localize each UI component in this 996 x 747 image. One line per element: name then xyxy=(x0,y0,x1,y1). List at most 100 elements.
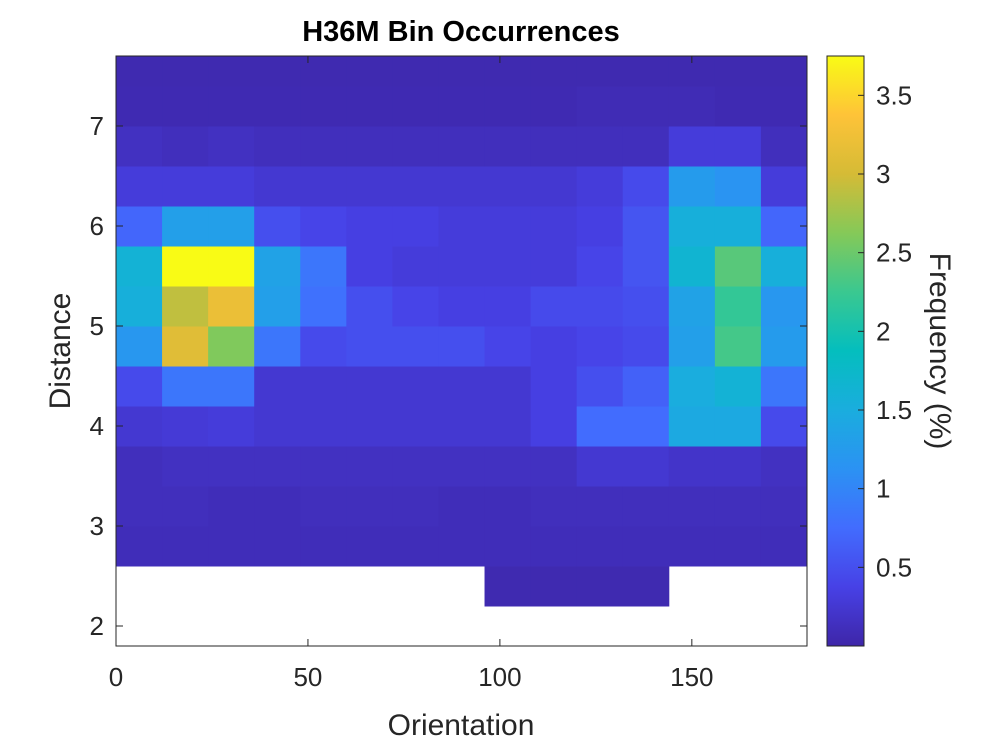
heatmap-cell xyxy=(530,446,578,487)
heatmap-cell xyxy=(392,166,439,207)
heatmap-cell xyxy=(622,326,670,367)
heatmap-cell xyxy=(254,206,301,247)
heatmap-cell xyxy=(208,406,255,447)
heatmap-cell xyxy=(300,126,347,167)
heatmap-cell xyxy=(346,56,393,87)
heatmap-cell xyxy=(714,406,762,447)
heatmap-cell xyxy=(208,86,255,127)
heatmap-cell xyxy=(530,206,578,247)
y-axis-label: Distance xyxy=(44,293,77,410)
heatmap-cell xyxy=(346,326,393,367)
heatmap-cell xyxy=(208,326,255,367)
heatmap-cell xyxy=(162,286,209,327)
heatmap-cell xyxy=(668,406,716,447)
heatmap-cell xyxy=(300,406,347,447)
heatmap-cell xyxy=(438,326,486,367)
colorbar-tick-label: 3.5 xyxy=(876,80,912,110)
heatmap-cell xyxy=(116,246,163,287)
heatmap-cell xyxy=(208,206,255,247)
heatmap-cell xyxy=(208,126,255,167)
heatmap-cell xyxy=(438,56,486,87)
heatmap-cell xyxy=(208,526,255,567)
heatmap-cell xyxy=(622,486,670,527)
heatmap-cell xyxy=(714,86,762,127)
heatmap-cell xyxy=(162,246,209,287)
heatmap-cell xyxy=(760,446,808,487)
heatmap-cell xyxy=(760,56,808,87)
heatmap-cell xyxy=(392,326,439,367)
heatmap-cell xyxy=(438,486,486,527)
heatmap-cell xyxy=(116,486,163,527)
heatmap-cell xyxy=(346,166,393,207)
heatmap-cell xyxy=(760,286,808,327)
heatmap-cell xyxy=(116,206,163,247)
heatmap-cell xyxy=(392,286,439,327)
heatmap-cell xyxy=(438,366,486,407)
colorbar-tick-label: 1 xyxy=(876,474,890,504)
heatmap-cell xyxy=(484,366,532,407)
heatmap-cell xyxy=(760,326,808,367)
heatmap-cell xyxy=(668,326,716,367)
heatmap-cell xyxy=(116,126,163,167)
heatmap-cell xyxy=(116,446,163,487)
heatmap-cell xyxy=(346,126,393,167)
heatmap-cell xyxy=(438,526,486,567)
heatmap-cell xyxy=(392,446,439,487)
heatmap-cell xyxy=(714,286,762,327)
heatmap-cell xyxy=(622,86,670,127)
heatmap-cell xyxy=(438,446,486,487)
heatmap-cell xyxy=(714,206,762,247)
heatmap-cell xyxy=(622,366,670,407)
heatmap-cell xyxy=(530,486,578,527)
heatmap-cell xyxy=(346,366,393,407)
colorbar-ticks: 0.5 1 1.5 2 2.5 3 3.5 xyxy=(858,80,912,582)
heatmap-cell xyxy=(300,86,347,127)
heatmap-cell xyxy=(668,446,716,487)
heatmap-cell xyxy=(622,446,670,487)
y-tick-label: 6 xyxy=(90,211,104,241)
heatmap-cell xyxy=(300,326,347,367)
heatmap-cell xyxy=(484,446,532,487)
heatmap-cell xyxy=(576,446,624,487)
heatmap-cell xyxy=(484,486,532,527)
heatmap-cell xyxy=(760,406,808,447)
heatmap-cell xyxy=(300,206,347,247)
heatmap-cell xyxy=(576,86,624,127)
heatmap-cell xyxy=(576,56,624,87)
colorbar xyxy=(827,56,864,646)
heatmap-cell xyxy=(346,446,393,487)
heatmap-cell xyxy=(392,526,439,567)
y-tick-label: 4 xyxy=(90,411,104,441)
heatmap-cell xyxy=(622,56,670,87)
heatmap-cell xyxy=(576,286,624,327)
heatmap-cell xyxy=(300,166,347,207)
heatmap-cell xyxy=(162,526,209,567)
heatmap-cell xyxy=(484,526,532,567)
colorbar-tick-label: 2 xyxy=(876,316,890,346)
heatmap-cell xyxy=(162,486,209,527)
heatmap-cell xyxy=(208,286,255,327)
heatmap-cell xyxy=(438,126,486,167)
heatmap-cell xyxy=(346,206,393,247)
heatmap-cell xyxy=(668,246,716,287)
heatmap-cell xyxy=(346,486,393,527)
heatmap-cell xyxy=(622,166,670,207)
heatmap-cell xyxy=(530,286,578,327)
heatmap-cell xyxy=(668,126,716,167)
heatmap-cell xyxy=(116,326,163,367)
heatmap-cell xyxy=(392,406,439,447)
heatmap-cell xyxy=(438,206,486,247)
x-tick-label: 150 xyxy=(670,662,713,692)
heatmap-cell xyxy=(162,206,209,247)
heatmap-cell xyxy=(484,86,532,127)
heatmap-cell xyxy=(622,246,670,287)
heatmap-cell xyxy=(530,56,578,87)
heatmap-cell xyxy=(254,86,301,127)
heatmap-cell xyxy=(530,566,578,607)
x-axis-label: Orientation xyxy=(388,709,535,742)
heatmap-cell xyxy=(254,246,301,287)
heatmap-cell xyxy=(346,526,393,567)
heatmap-cell xyxy=(162,326,209,367)
heatmap-cell xyxy=(162,126,209,167)
heatmap-cell xyxy=(760,86,808,127)
